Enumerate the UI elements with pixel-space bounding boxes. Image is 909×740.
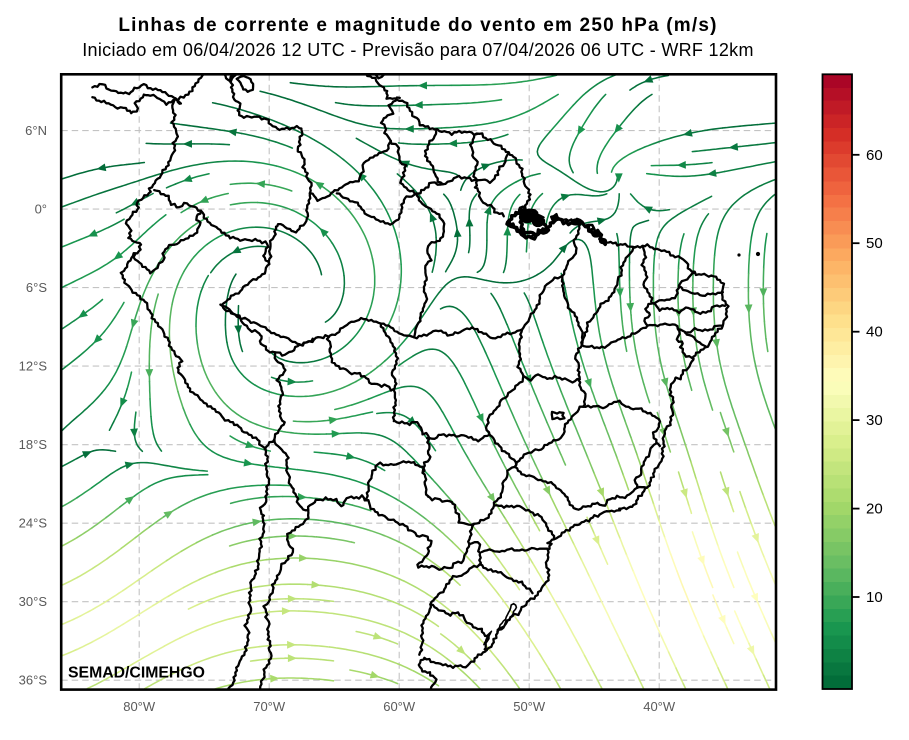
svg-text:0°: 0° bbox=[35, 202, 47, 217]
svg-text:24°S: 24°S bbox=[19, 516, 48, 531]
svg-text:80°W: 80°W bbox=[123, 699, 156, 714]
svg-text:20: 20 bbox=[866, 501, 883, 518]
svg-text:36°S: 36°S bbox=[19, 673, 48, 688]
svg-text:12°S: 12°S bbox=[19, 359, 48, 374]
svg-text:30°S: 30°S bbox=[19, 594, 48, 609]
svg-text:60: 60 bbox=[866, 147, 883, 164]
svg-text:70°W: 70°W bbox=[253, 699, 286, 714]
svg-text:SEMAD/CIMEHGO: SEMAD/CIMEHGO bbox=[68, 665, 205, 682]
svg-text:10: 10 bbox=[866, 589, 883, 606]
svg-text:18°S: 18°S bbox=[19, 437, 48, 452]
svg-text:50: 50 bbox=[866, 235, 883, 252]
svg-text:Iniciado em 06/04/2026 12 UTC: Iniciado em 06/04/2026 12 UTC - Previsão… bbox=[82, 40, 754, 60]
svg-text:60°W: 60°W bbox=[383, 699, 416, 714]
svg-text:6°S: 6°S bbox=[26, 280, 47, 295]
svg-text:Linhas de corrente e magnitude: Linhas de corrente e magnitude do vento … bbox=[118, 15, 717, 36]
svg-text:50°W: 50°W bbox=[513, 699, 546, 714]
svg-text:30: 30 bbox=[866, 412, 883, 429]
svg-text:6°N: 6°N bbox=[25, 123, 47, 138]
svg-text:40°W: 40°W bbox=[643, 699, 676, 714]
svg-text:40: 40 bbox=[866, 324, 883, 341]
